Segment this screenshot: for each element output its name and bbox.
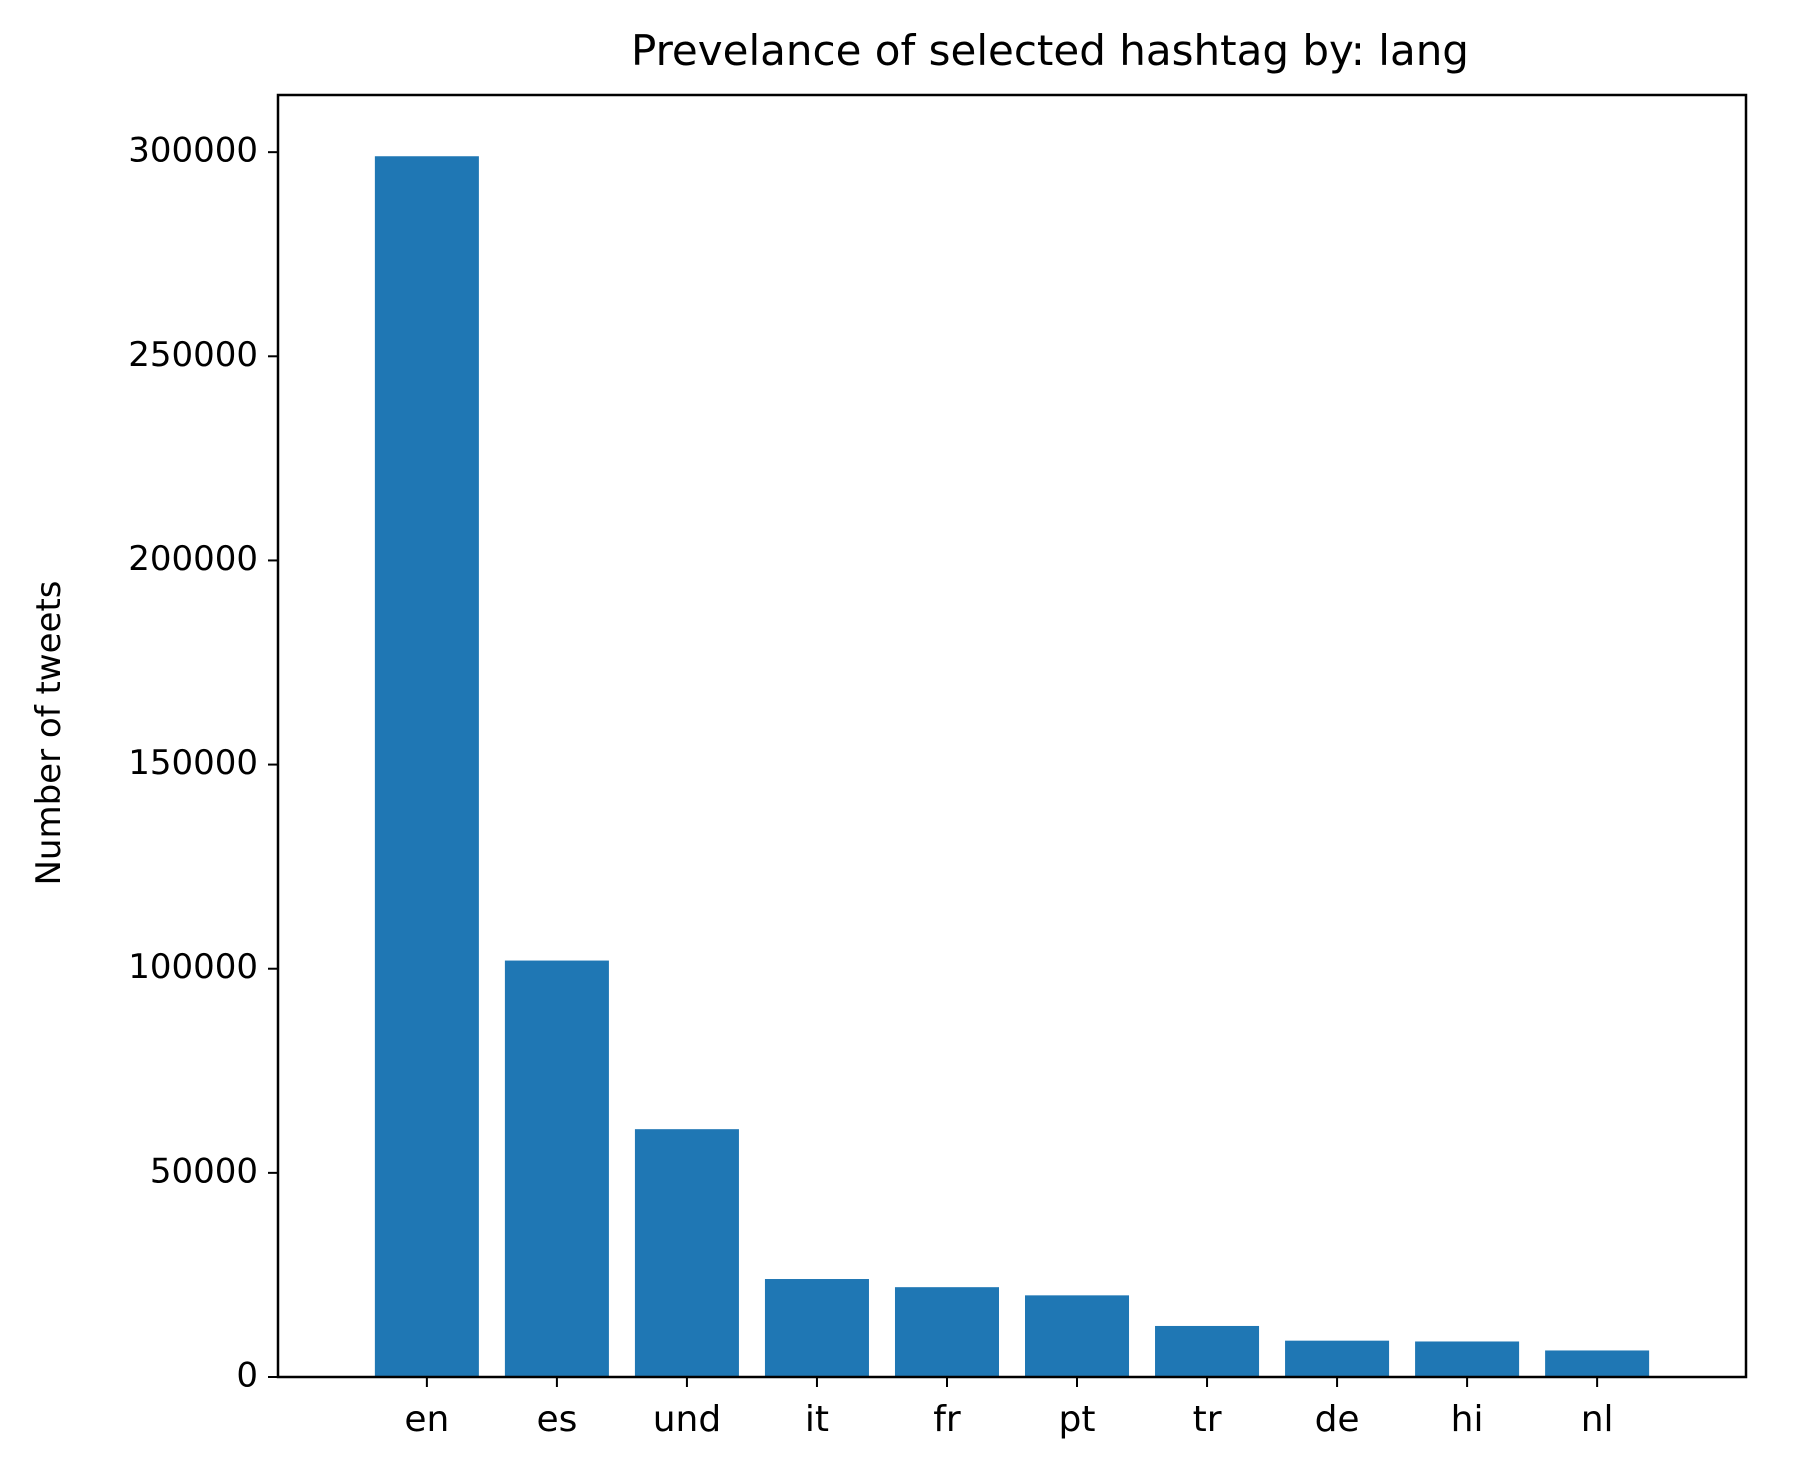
y-tick-label-200000: 200000	[128, 539, 258, 579]
y-tick-label-50000: 50000	[150, 1151, 258, 1191]
x-tick-label-pt: pt	[1059, 1399, 1096, 1440]
y-axis-label: Number of tweets	[29, 581, 69, 886]
x-tick-label-und: und	[653, 1399, 721, 1440]
bar-nl	[1545, 1350, 1650, 1377]
chart-title: Prevelance of selected hashtag by: lang	[631, 26, 1469, 75]
y-tick-label-250000: 250000	[128, 335, 258, 375]
bar-de	[1285, 1340, 1390, 1377]
x-tick-label-tr: tr	[1193, 1399, 1222, 1440]
x-tick-label-nl: nl	[1581, 1399, 1614, 1440]
bar-hi	[1415, 1341, 1520, 1377]
x-tick-label-es: es	[536, 1399, 577, 1440]
x-tick-label-de: de	[1315, 1399, 1360, 1440]
bar-tr	[1155, 1325, 1260, 1377]
plot-area-frame	[276, 93, 1748, 1379]
bar-en	[374, 156, 479, 1377]
y-tick-label-150000: 150000	[128, 743, 258, 783]
x-axis: en es und it fr pt tr de hi nl	[404, 1377, 1614, 1440]
bar-pt	[1025, 1295, 1130, 1377]
bar-es	[504, 960, 609, 1377]
x-tick-label-it: it	[805, 1399, 829, 1440]
y-tick-label-0: 0	[236, 1356, 258, 1396]
bar-fr	[894, 1287, 999, 1377]
x-tick-label-fr: fr	[933, 1399, 961, 1440]
y-tick-label-300000: 300000	[128, 131, 258, 171]
x-tick-label-hi: hi	[1451, 1399, 1484, 1440]
y-axis: 0 50000 100000 150000 200000 250000 300000	[128, 131, 278, 1396]
bars-group	[374, 156, 1650, 1377]
x-tick-label-en: en	[404, 1399, 449, 1440]
bar-und	[634, 1129, 739, 1377]
bar-it	[764, 1279, 869, 1377]
y-tick-label-100000: 100000	[128, 947, 258, 987]
